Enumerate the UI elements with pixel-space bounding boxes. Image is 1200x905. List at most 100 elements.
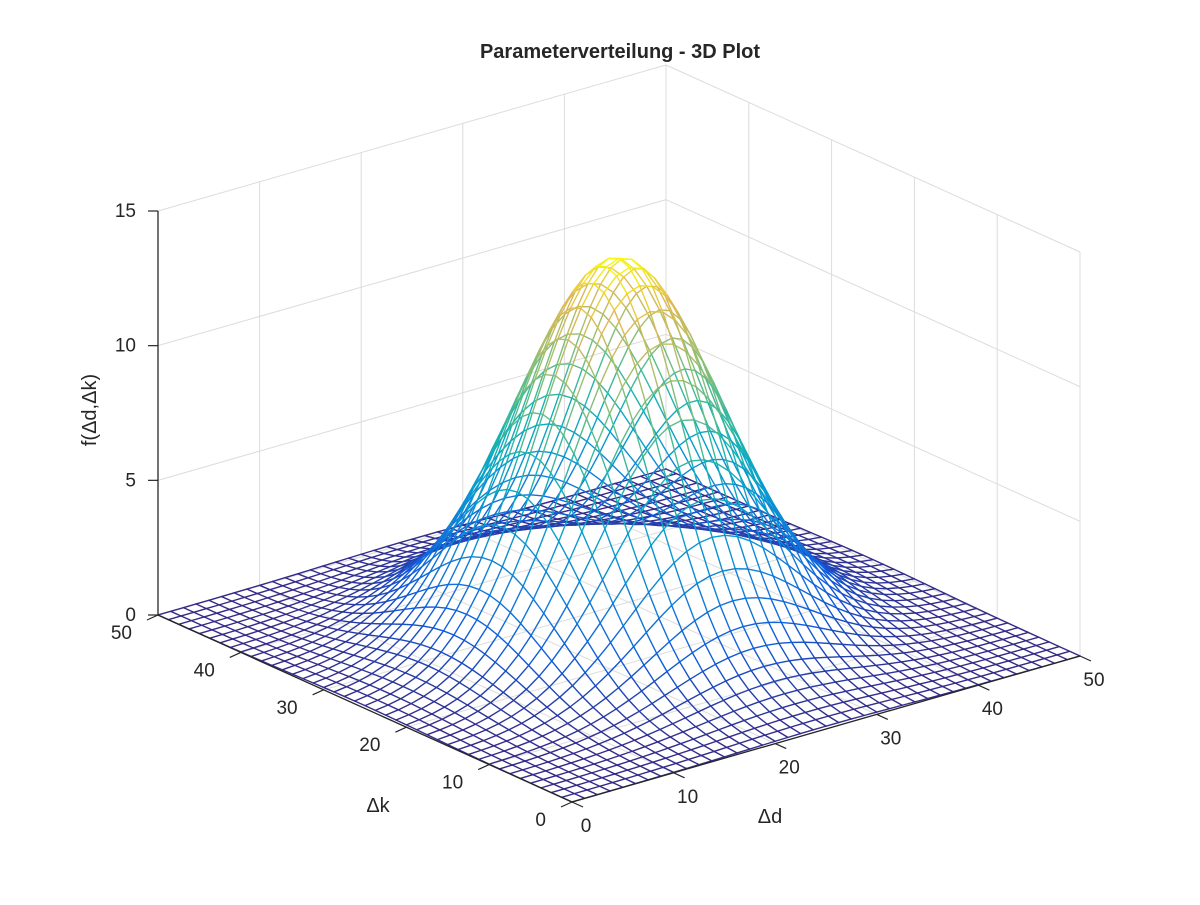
mesh-segment xyxy=(467,614,477,619)
mesh-segment xyxy=(973,663,983,668)
mesh-segment xyxy=(479,590,489,596)
mesh-segment xyxy=(570,707,580,716)
mesh-segment xyxy=(643,753,656,757)
mesh-segment xyxy=(390,686,403,694)
mesh-segment xyxy=(625,775,638,779)
mesh-segment xyxy=(222,593,235,597)
mesh-segment xyxy=(577,785,587,790)
mesh-segment xyxy=(850,667,863,668)
mesh-segment xyxy=(910,593,920,598)
mesh-segment xyxy=(894,569,904,574)
mesh-segment xyxy=(234,589,247,593)
mesh-segment xyxy=(282,665,295,669)
mesh-segment xyxy=(617,765,627,770)
mesh-segment xyxy=(718,637,728,658)
mesh-segment xyxy=(749,685,762,690)
mesh-segment xyxy=(385,665,395,669)
mesh-segment xyxy=(277,648,287,652)
mesh-segment xyxy=(690,679,700,694)
mesh-segment xyxy=(785,694,795,704)
mesh-segment xyxy=(302,639,312,643)
mesh-segment xyxy=(913,620,923,626)
mesh-segment xyxy=(692,653,702,672)
mesh-segment xyxy=(523,586,533,599)
mesh-segment xyxy=(337,589,350,595)
mesh-segment xyxy=(410,642,420,645)
mesh-segment xyxy=(611,643,621,661)
mesh-segment xyxy=(967,638,980,641)
mesh-segment xyxy=(764,666,774,681)
y-tick-mark xyxy=(561,802,572,807)
mesh-segment xyxy=(433,608,446,628)
mesh-segment xyxy=(447,683,460,693)
mesh-segment xyxy=(923,627,933,633)
mesh-segment xyxy=(879,699,892,702)
mesh-segment xyxy=(600,623,610,642)
mesh-segment xyxy=(920,684,930,690)
mesh-segment xyxy=(617,761,630,765)
mesh-segment xyxy=(863,665,876,666)
mesh-segment xyxy=(382,556,395,560)
mesh-segment xyxy=(287,652,297,656)
mesh-segment xyxy=(721,716,731,725)
mesh-segment xyxy=(296,618,306,621)
mesh-segment xyxy=(825,671,835,682)
mesh-segment xyxy=(993,631,1006,634)
mesh-segment xyxy=(251,652,264,656)
mesh-segment xyxy=(510,613,520,624)
mesh-segment xyxy=(168,616,181,620)
mesh-segment xyxy=(469,586,479,590)
mesh-segment xyxy=(461,557,471,559)
mesh-segment xyxy=(608,661,621,674)
mesh-segment xyxy=(324,600,334,602)
mesh-segment xyxy=(531,495,544,496)
mesh-segment xyxy=(209,597,222,601)
mesh-segment xyxy=(751,671,761,686)
mesh-segment xyxy=(568,723,578,730)
mesh-segment xyxy=(840,552,850,557)
mesh-segment xyxy=(908,635,921,636)
mesh-segment xyxy=(541,476,554,479)
mesh-segment xyxy=(232,601,242,606)
mesh-segment xyxy=(445,699,458,707)
mesh-segment xyxy=(607,760,617,765)
mesh-segment xyxy=(998,656,1008,661)
mesh-segment xyxy=(401,699,411,704)
mesh-segment xyxy=(316,674,326,678)
mesh-segment xyxy=(970,671,980,676)
mesh-segment xyxy=(541,648,551,661)
mesh-segment xyxy=(419,714,432,720)
mesh-segment xyxy=(714,751,724,756)
mesh-segment xyxy=(1021,654,1034,658)
mesh-segment xyxy=(596,686,606,698)
mesh-segment xyxy=(957,636,967,641)
mesh-segment xyxy=(238,622,248,626)
mesh-segment xyxy=(1009,661,1019,666)
mesh-segment xyxy=(341,662,351,666)
z-tick-label: 5 xyxy=(125,470,136,491)
mesh-segment xyxy=(206,609,216,614)
mesh-segment xyxy=(603,314,616,328)
mesh-segment xyxy=(191,617,204,621)
mesh-segment xyxy=(631,677,641,691)
mesh-segment xyxy=(960,666,970,671)
mesh-segment xyxy=(572,686,582,697)
mesh-segment xyxy=(311,600,324,605)
mesh-segment xyxy=(446,608,456,610)
mesh-segment xyxy=(629,691,642,700)
mesh-segment xyxy=(286,610,299,615)
mesh-segment xyxy=(321,570,334,574)
mesh-segment xyxy=(889,581,902,582)
mesh-segment xyxy=(703,664,716,671)
mesh-segment xyxy=(909,678,919,684)
mesh-segment xyxy=(492,751,505,755)
mesh-segment xyxy=(557,364,570,365)
mesh-segment xyxy=(678,754,688,759)
mesh-segment xyxy=(285,656,298,661)
mesh-segment xyxy=(968,680,978,685)
mesh-segment xyxy=(580,707,593,715)
y-tick-label: 50 xyxy=(111,623,132,644)
mesh-segment xyxy=(367,696,377,701)
mesh-segment xyxy=(915,611,928,613)
gridline-z xyxy=(158,65,666,211)
